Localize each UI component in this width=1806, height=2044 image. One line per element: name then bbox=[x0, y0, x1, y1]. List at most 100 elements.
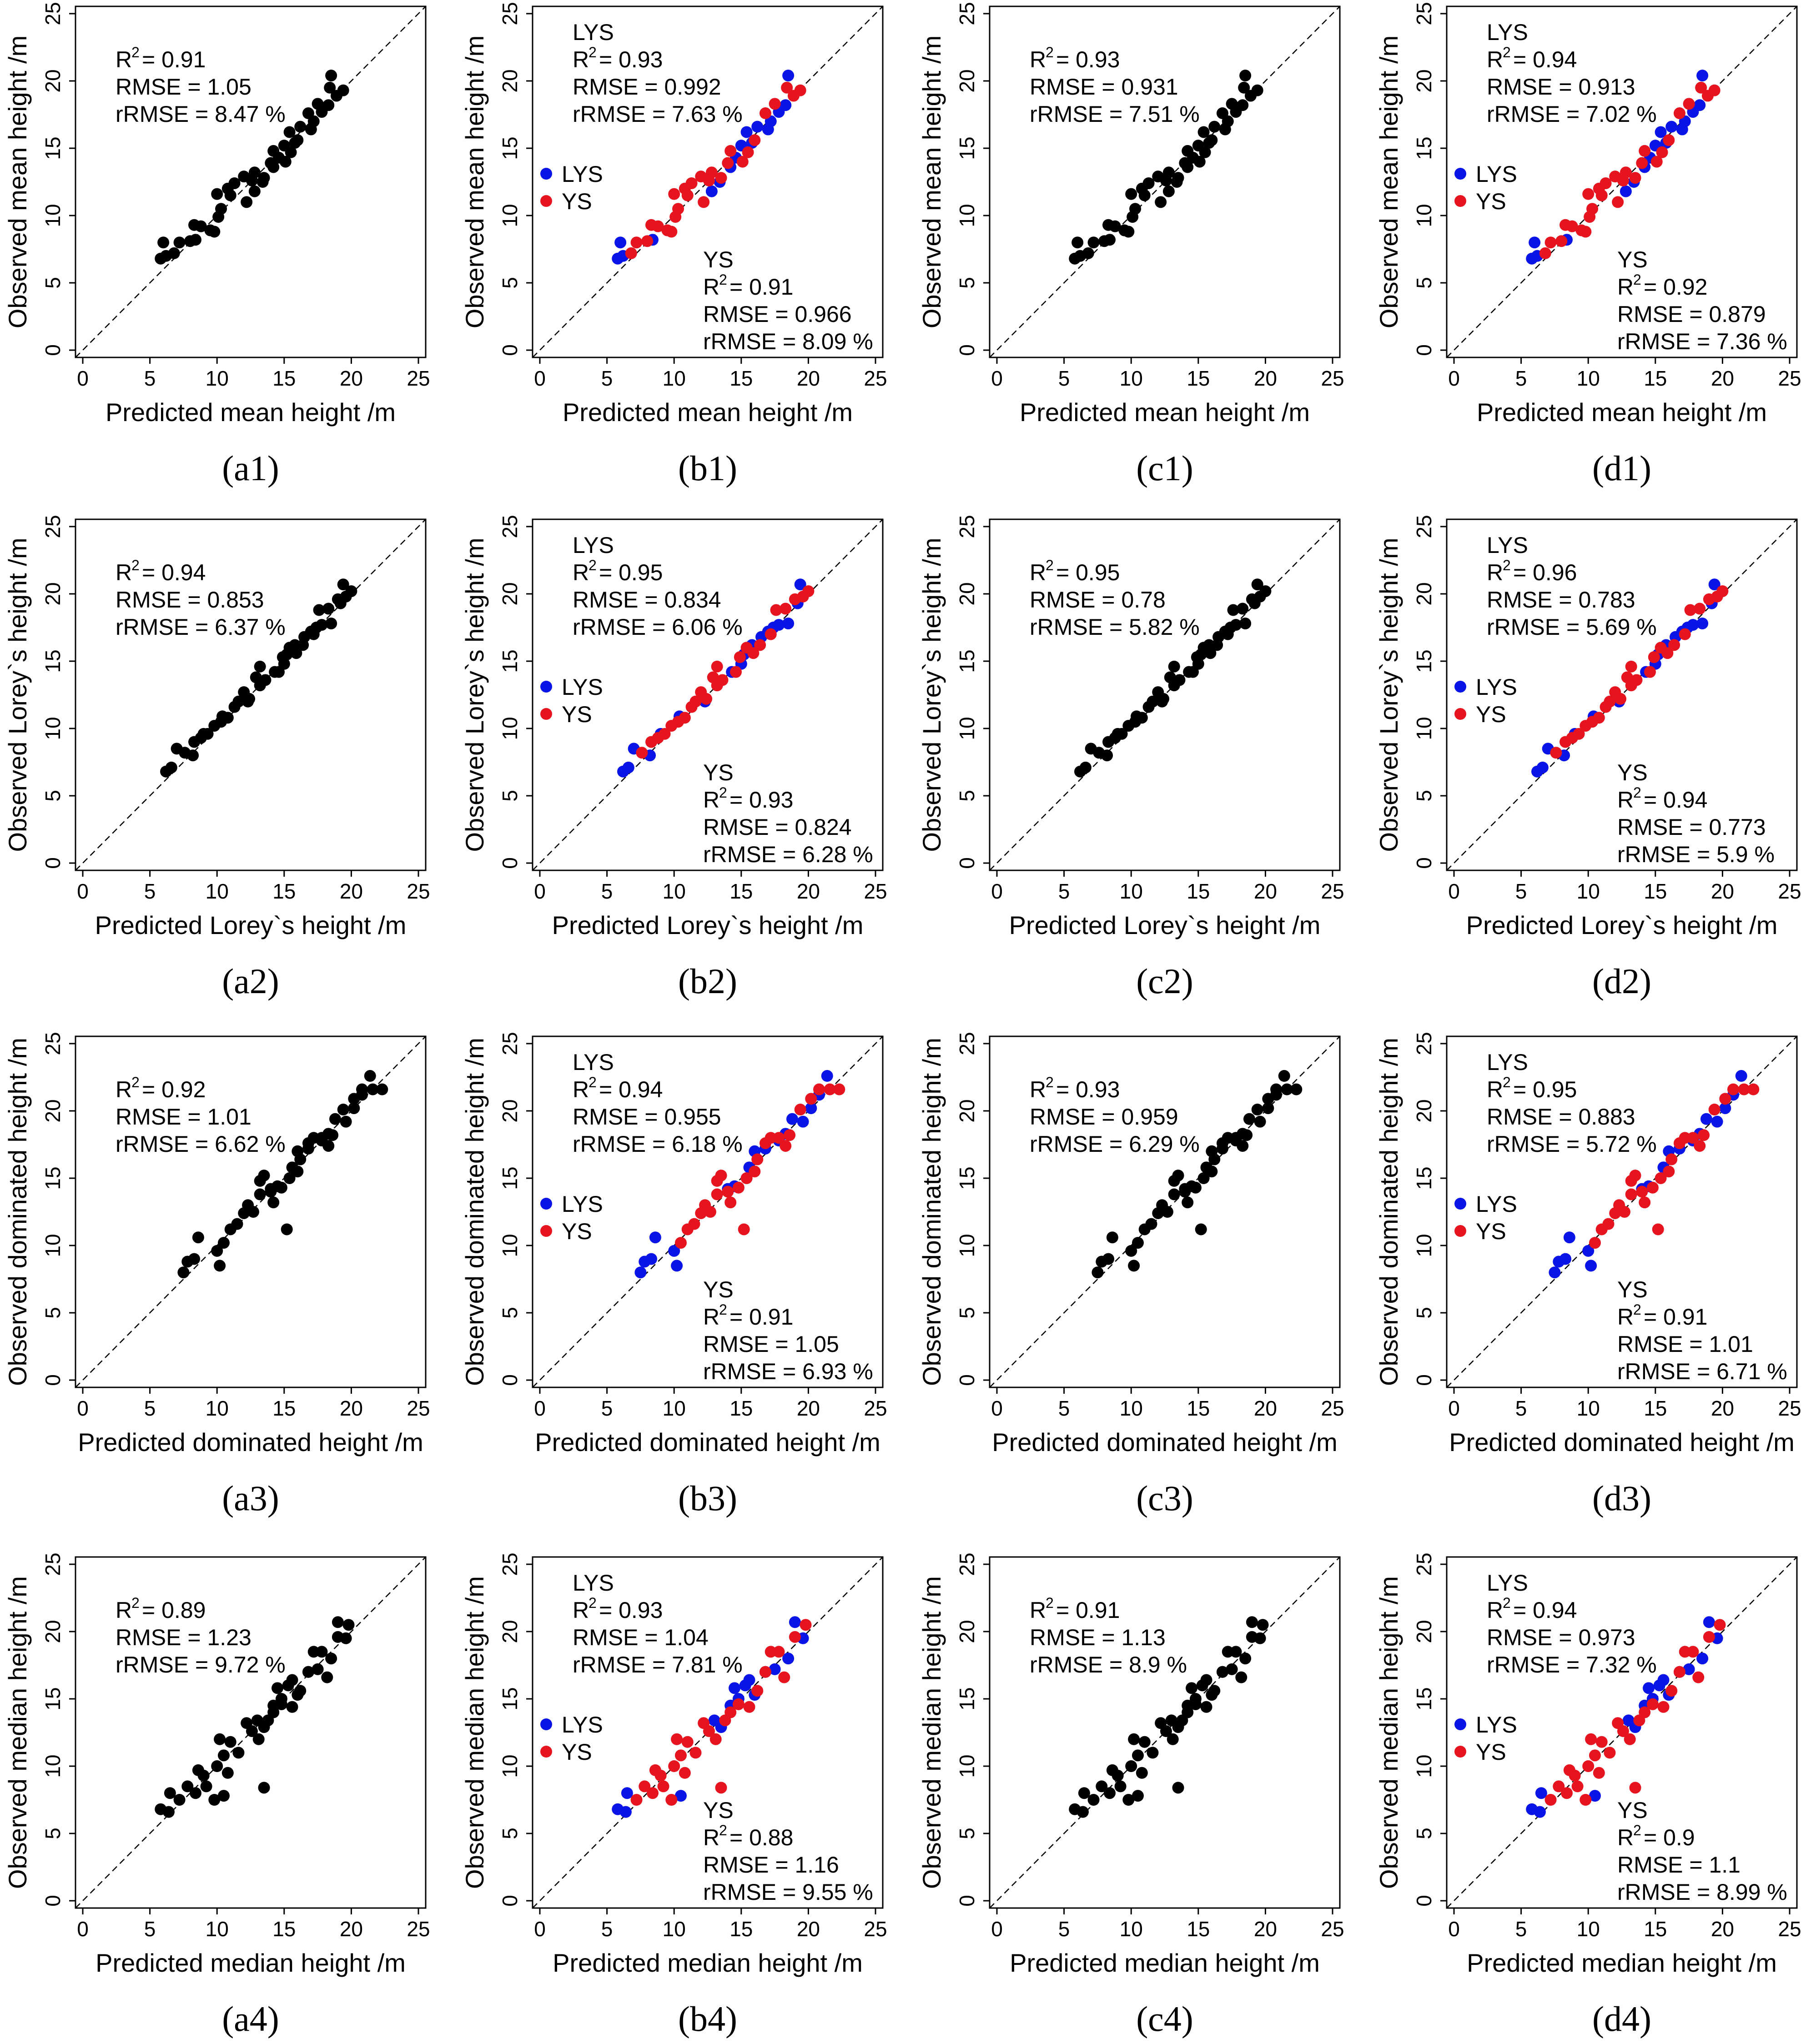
data-point-ys bbox=[704, 1206, 716, 1218]
data-point-ys bbox=[751, 1153, 764, 1165]
data-point-lys bbox=[1696, 1652, 1709, 1665]
data-point-ys bbox=[258, 172, 270, 184]
data-point-ys bbox=[732, 1698, 745, 1710]
x-tick-label: 0 bbox=[77, 1396, 89, 1420]
one-to-one-line bbox=[75, 1557, 426, 1908]
data-point-ys bbox=[805, 1093, 817, 1105]
ys-stat-rmse: RMSE = 0.824 bbox=[703, 814, 852, 840]
data-point-ys bbox=[1571, 1780, 1584, 1793]
data-point-ys bbox=[1129, 203, 1142, 215]
data-point-lys bbox=[1162, 185, 1175, 197]
r2-superscript: 2 bbox=[1633, 271, 1641, 288]
data-point-ys bbox=[292, 134, 304, 146]
r2-superscript: 2 bbox=[719, 784, 727, 801]
plot-frame bbox=[532, 1556, 884, 1909]
x-axis-label: Predicted dominated height /m bbox=[535, 1428, 880, 1456]
r2-value: = 0.93 bbox=[1056, 1077, 1120, 1102]
data-point-lys bbox=[1125, 1245, 1137, 1257]
x-tick-label: 20 bbox=[1711, 1396, 1734, 1420]
r2-letter: R bbox=[573, 47, 589, 72]
data-point-ys bbox=[769, 98, 781, 110]
x-tick-label: 25 bbox=[1778, 1917, 1801, 1941]
data-point-ys bbox=[722, 157, 734, 169]
y-tick-label: 0 bbox=[498, 1895, 522, 1907]
panel-label: (d3) bbox=[1592, 1478, 1651, 1518]
r2-letter: R bbox=[1487, 47, 1503, 72]
y-tick-label: 15 bbox=[1412, 136, 1436, 160]
data-point-lys bbox=[1559, 1253, 1572, 1265]
stat-r2: R2 = 0.89 bbox=[116, 1595, 206, 1623]
y-tick-label: 15 bbox=[955, 1166, 979, 1190]
data-point-ys bbox=[279, 156, 292, 168]
data-point-ys bbox=[267, 145, 280, 157]
x-tick-label: 15 bbox=[729, 367, 753, 390]
legend-marker-lys bbox=[540, 1198, 552, 1210]
y-tick-label: 15 bbox=[41, 1687, 65, 1710]
data-point-ys bbox=[732, 1181, 745, 1194]
data-point-ys bbox=[1103, 1787, 1116, 1799]
data-point-lys bbox=[1262, 1102, 1274, 1115]
data-point-ys bbox=[241, 196, 253, 208]
y-tick-label: 15 bbox=[41, 1166, 65, 1190]
x-axis-label: Predicted Lorey`s height /m bbox=[1466, 911, 1778, 939]
data-point-ys bbox=[665, 226, 678, 238]
data-point-ys bbox=[1657, 1701, 1670, 1713]
x-tick-label: 20 bbox=[797, 879, 820, 903]
x-tick-label: 5 bbox=[144, 367, 156, 390]
stat-r2: R2 = 0.93 bbox=[1030, 44, 1120, 72]
y-tick-label: 25 bbox=[1412, 515, 1436, 538]
stat-rmse: RMSE = 1.13 bbox=[1030, 1625, 1166, 1650]
x-tick-label: 10 bbox=[206, 1917, 229, 1941]
y-tick-label: 0 bbox=[955, 344, 979, 356]
y-tick-label: 15 bbox=[41, 136, 65, 160]
data-point-ys bbox=[281, 1223, 293, 1235]
legend-label-ys: YS bbox=[562, 702, 592, 727]
y-tick-label: 5 bbox=[41, 790, 65, 802]
y-tick-label: 0 bbox=[1412, 1374, 1436, 1386]
ys-stat-r2: R2 = 0.92 bbox=[1617, 271, 1707, 300]
data-point-ys bbox=[749, 134, 761, 146]
y-tick-label: 25 bbox=[41, 1032, 65, 1055]
lys-stat-r2: R2 = 0.96 bbox=[1487, 557, 1577, 585]
data-point-lys bbox=[286, 1674, 298, 1686]
r2-superscript: 2 bbox=[131, 557, 140, 573]
data-points bbox=[1549, 1070, 1760, 1279]
y-axis-label: Observed dominated height /m bbox=[3, 1038, 32, 1386]
lys-stat-r2: R2 = 0.94 bbox=[1487, 1595, 1577, 1623]
data-point-ys bbox=[1136, 1767, 1148, 1779]
panel-label: (b3) bbox=[678, 1478, 737, 1518]
lys-stat-rrmse: rRMSE = 7.63 % bbox=[573, 101, 743, 127]
y-tick-label: 25 bbox=[1412, 2, 1436, 25]
data-point-ys bbox=[724, 1196, 737, 1209]
ys-stat-title: YS bbox=[703, 1798, 734, 1823]
data-point-ys bbox=[689, 695, 702, 708]
data-point-ys bbox=[1138, 1736, 1151, 1748]
legend-label-lys: LYS bbox=[562, 1712, 603, 1738]
data-point-ys bbox=[1714, 1619, 1726, 1631]
r2-superscript: 2 bbox=[1503, 1074, 1511, 1090]
y-tick-label: 10 bbox=[955, 1234, 979, 1257]
panel-label: (d1) bbox=[1592, 448, 1651, 488]
x-tick-label: 25 bbox=[1778, 1396, 1801, 1420]
r2-superscript: 2 bbox=[719, 1301, 727, 1318]
y-tick-label: 10 bbox=[498, 717, 522, 740]
data-point-ys bbox=[215, 203, 227, 215]
x-tick-label: 25 bbox=[407, 1396, 430, 1420]
data-point-lys bbox=[1585, 1260, 1597, 1272]
x-tick-label: 15 bbox=[729, 879, 753, 903]
stat-rmse: RMSE = 1.05 bbox=[116, 74, 252, 100]
y-tick-label: 20 bbox=[1412, 582, 1436, 605]
y-tick-label: 15 bbox=[1412, 1687, 1436, 1710]
x-tick-label: 15 bbox=[272, 1396, 296, 1420]
y-axis-label: Observed median height /m bbox=[1374, 1576, 1403, 1889]
data-point-ys bbox=[1179, 157, 1191, 169]
data-point-ys bbox=[1216, 1666, 1228, 1678]
r2-value: = 0.94 bbox=[1513, 1597, 1577, 1623]
data-points bbox=[617, 578, 815, 778]
panel-label: (c3) bbox=[1136, 1478, 1193, 1518]
data-point-ys bbox=[1114, 1780, 1127, 1793]
y-tick-label: 10 bbox=[498, 1754, 522, 1778]
data-point-ys bbox=[1246, 1631, 1258, 1643]
